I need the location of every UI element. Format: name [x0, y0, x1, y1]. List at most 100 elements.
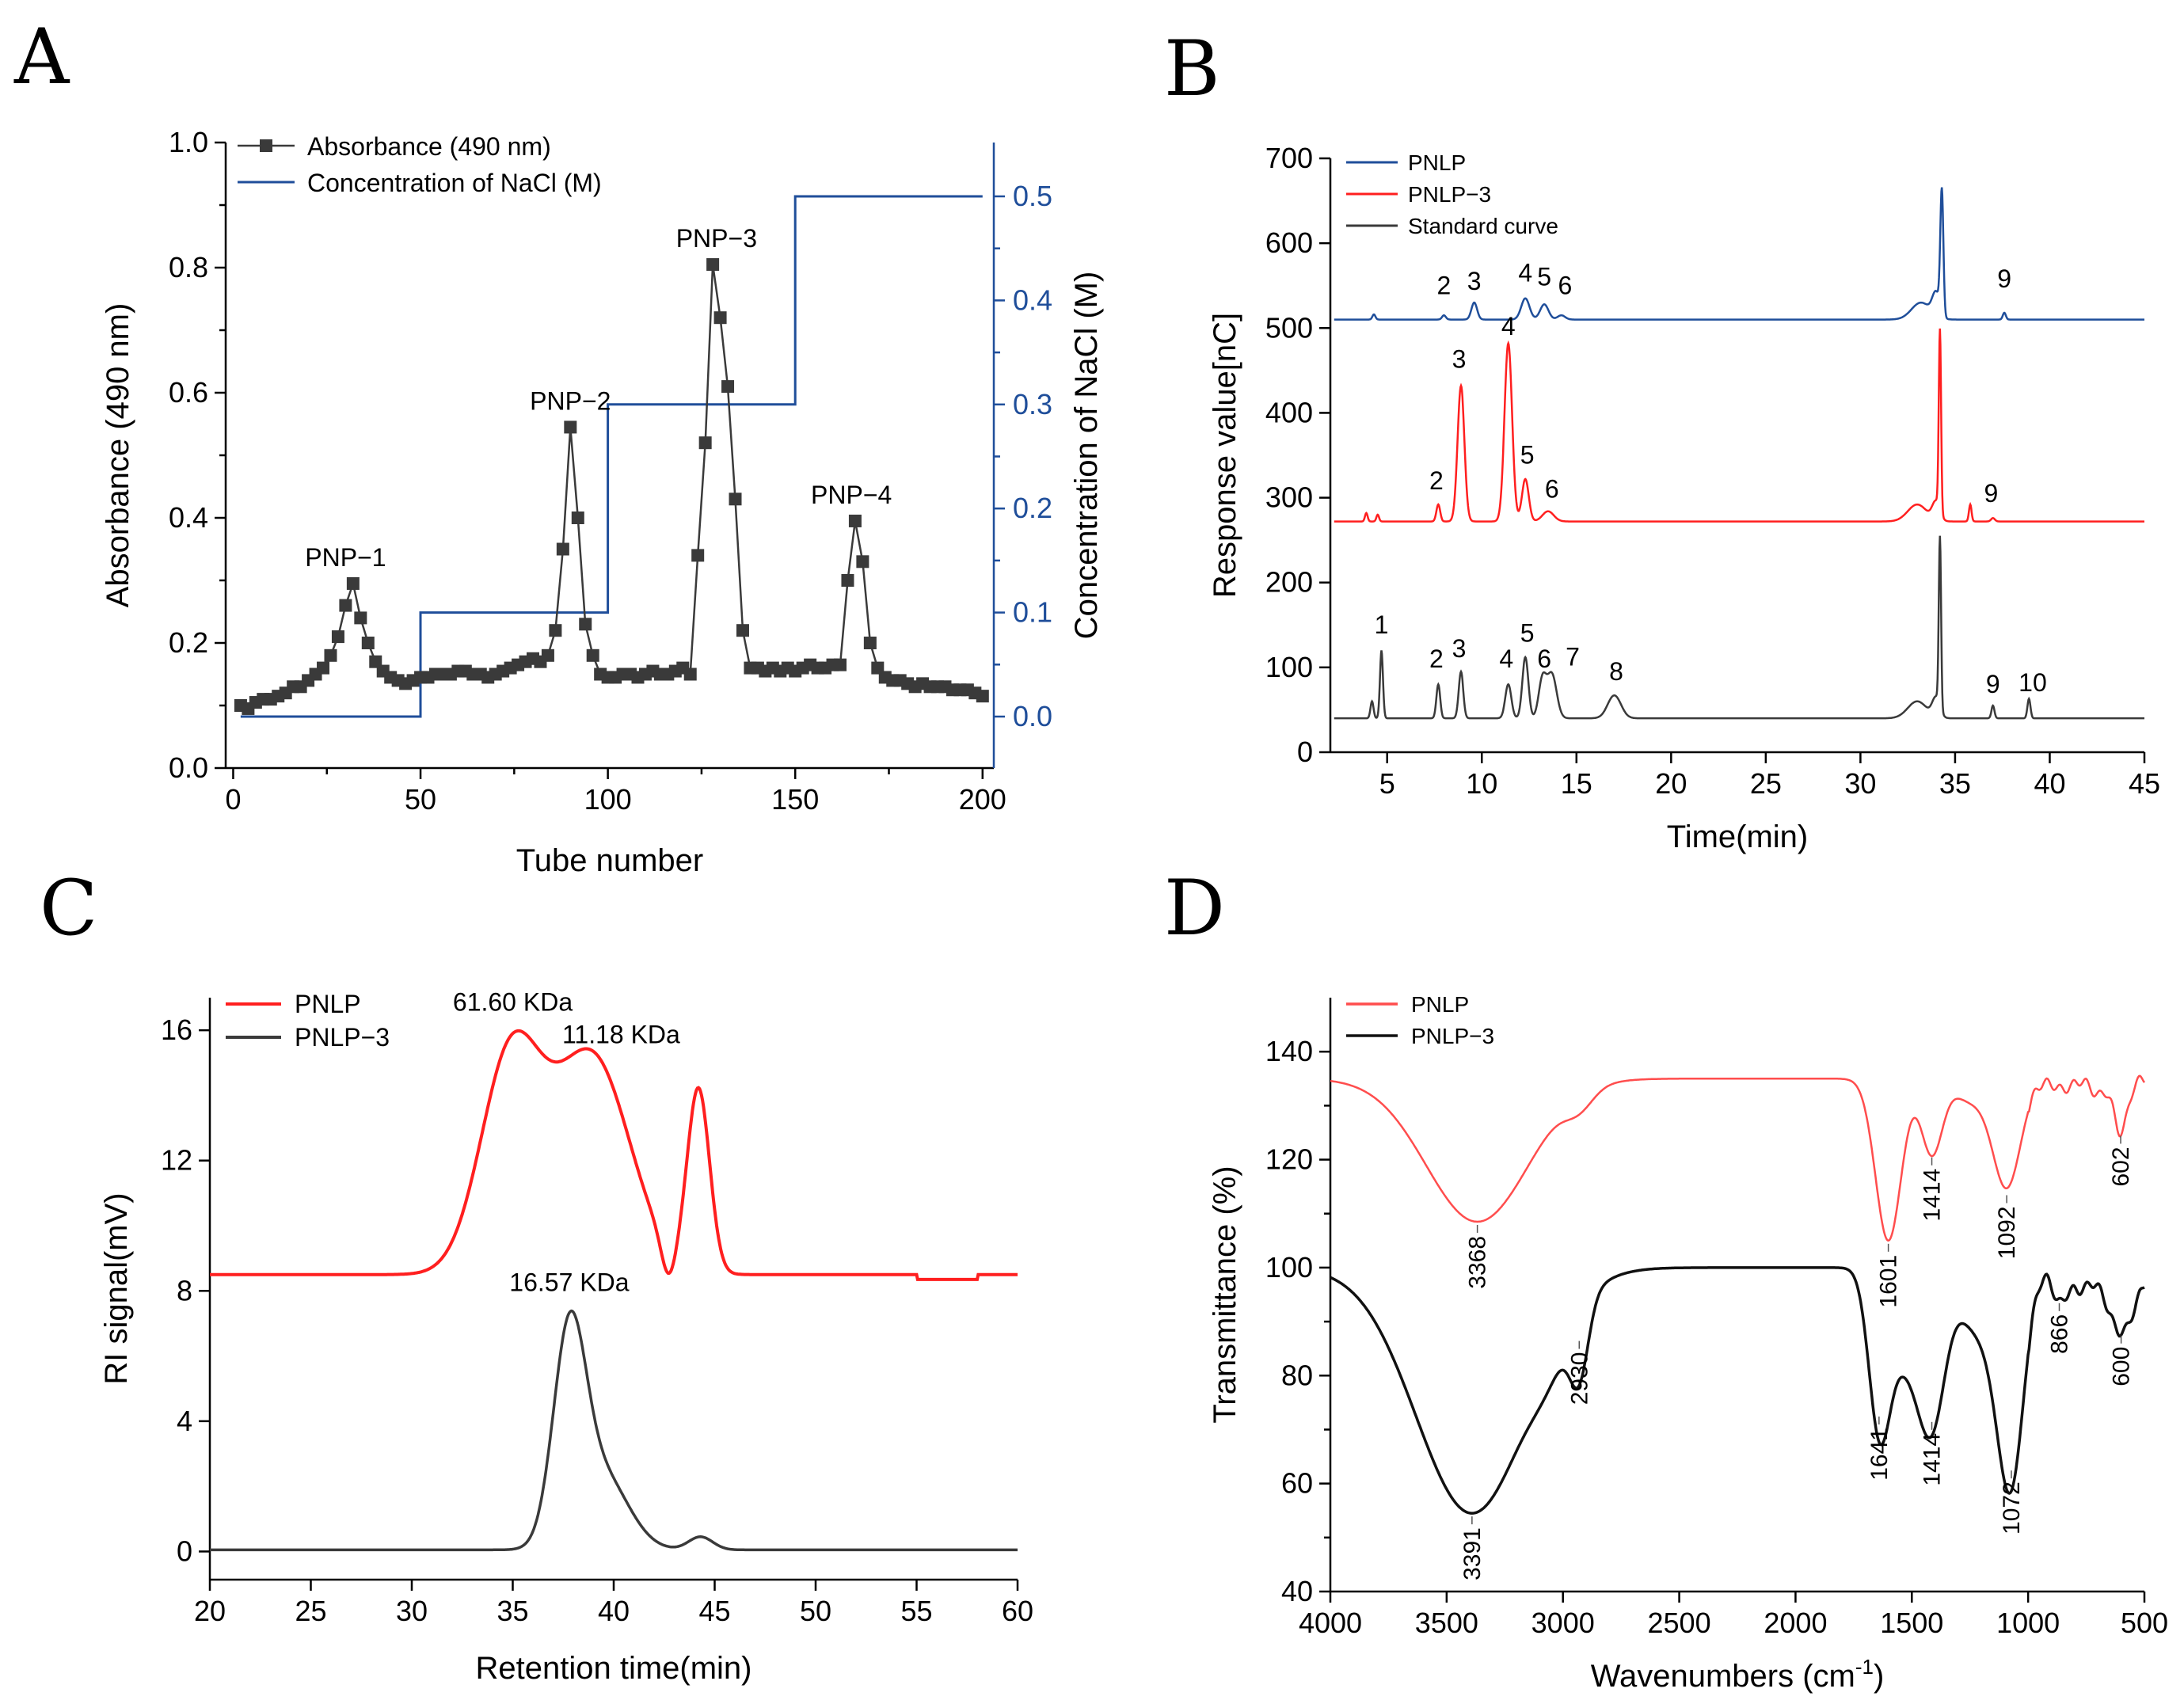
x-tick-label: 25 [295, 1595, 326, 1627]
x-tick-label: 30 [396, 1595, 428, 1627]
data-point [729, 493, 742, 506]
x-tick-label: 40 [2034, 767, 2065, 800]
x-tick-label: 20 [194, 1595, 226, 1627]
data-point [706, 258, 720, 272]
y-tick-label: 12 [161, 1144, 192, 1177]
x-tick-label: 25 [1750, 767, 1782, 800]
y-axis-title: Absorbance (490 nm) [101, 303, 135, 608]
data-point [346, 576, 360, 590]
peak-wavenumber-label: 602 [2108, 1147, 2134, 1186]
y-tick-label: 60 [1281, 1467, 1313, 1500]
legend-label: PNLP [295, 990, 361, 1018]
peak-number-label: 4 [1518, 258, 1532, 287]
y-tick-label: 0.0 [169, 751, 208, 784]
legend-label: PNLP [1411, 992, 1469, 1017]
y2-tick-label: 0.5 [1013, 180, 1052, 212]
x-tick-label: 500 [2121, 1607, 2168, 1639]
x-tick-label: 35 [1939, 767, 1971, 800]
legend-label: Standard curve [1408, 214, 1558, 238]
y2-tick-label: 0.1 [1013, 596, 1052, 629]
mw-annotation: 61.60 KDa [453, 987, 573, 1016]
peak-number-label: 3 [1452, 345, 1467, 374]
series-line-0 [1330, 1074, 2146, 1242]
data-point [976, 690, 989, 703]
peak-number-label: 6 [1545, 475, 1559, 504]
peak-number-label: 2 [1437, 271, 1452, 299]
y-tick-label: 200 [1265, 566, 1313, 599]
legend-label: PNLP−3 [295, 1023, 390, 1052]
data-point [683, 667, 697, 681]
peak-number-label: 3 [1452, 634, 1467, 663]
legend-label-absorbance: Absorbance (490 nm) [307, 132, 551, 161]
x-tick-label: 60 [1002, 1595, 1033, 1627]
y-tick-label: 700 [1265, 142, 1313, 174]
panel-letter-d: D [1164, 864, 1225, 953]
legend-label: PNLP [1408, 150, 1466, 175]
x-tick-label: 2000 [1764, 1607, 1827, 1639]
legend-label: PNLP−3 [1408, 182, 1491, 207]
y-tick-label: 0.2 [169, 626, 208, 659]
peak-number-label: 8 [1609, 657, 1623, 686]
y-tick-label: 100 [1265, 1251, 1313, 1284]
x-axis-title: Tube number [516, 843, 703, 878]
legend-label: PNLP−3 [1411, 1024, 1494, 1048]
peak-number-label: 6 [1558, 271, 1573, 299]
legend-label-nacl: Concentration of NaCl (M) [307, 169, 602, 197]
x-axis-title: Retention time(min) [475, 1651, 751, 1686]
series-line-nacl [240, 195, 983, 718]
peak-number-label: 9 [1984, 479, 1998, 508]
x-axis-title: Wavenumbers (cm-1) [1591, 1655, 1885, 1694]
peak-wavenumber-label: 2930 [1566, 1352, 1592, 1405]
x-axis-title-main: Wavenumbers (cm [1591, 1659, 1855, 1694]
peak-wavenumber-label: 866 [2047, 1314, 2073, 1354]
x-tick-label: 0 [225, 783, 241, 816]
y2-tick-label: 0.3 [1013, 388, 1052, 420]
peak-number-label: 7 [1566, 643, 1580, 671]
data-point [841, 574, 854, 587]
x-tick-label: 50 [800, 1595, 831, 1627]
y-tick-label: 400 [1265, 396, 1313, 428]
peak-wavenumber-label: 1641 [1866, 1428, 1893, 1481]
peak-number-label: 5 [1520, 441, 1535, 470]
y-tick-label: 600 [1265, 226, 1313, 259]
peak-wavenumber-label: 1092 [1994, 1206, 2020, 1259]
data-point [549, 624, 562, 637]
data-point [361, 637, 375, 649]
peak-wavenumber-label: 3391 [1459, 1527, 1486, 1580]
chart-d: 4000 3500 3000 2500 2000 1500 1000 500 40 60 80 100… [1208, 992, 2168, 1694]
peak-label: PNP−2 [530, 386, 611, 415]
y-tick-label: 300 [1265, 481, 1313, 514]
peak-wavenumber-label: 1601 [1876, 1255, 1902, 1308]
data-point [848, 514, 862, 527]
chart-c: 20 25 30 35 40 45 50 55 60 0 4 8 12 16 Retention time(… [99, 987, 1033, 1686]
series-line-1 [210, 1309, 1018, 1552]
data-point [556, 542, 569, 556]
x-tick-label: 35 [497, 1595, 528, 1627]
y-tick-label: 0.4 [169, 501, 208, 534]
peak-wavenumber-label: 1414 [1920, 1169, 1946, 1222]
y-tick-label: 0.8 [169, 251, 208, 283]
x-tick-label: 100 [584, 783, 632, 816]
y2-tick-label: 0.0 [1013, 700, 1052, 732]
data-point [691, 549, 705, 562]
y-tick-label: 0.6 [169, 376, 208, 409]
peak-number-label: 9 [1986, 670, 2000, 698]
data-point [571, 512, 584, 524]
y-tick-label: 8 [177, 1274, 192, 1306]
series-line-0 [210, 1029, 1018, 1281]
y-tick-label: 0 [177, 1535, 192, 1567]
x-tick-label: 2500 [1648, 1607, 1711, 1639]
peak-wavenumber-label: 1072 [1999, 1481, 2025, 1535]
y-axis-title: Transmittance (%) [1208, 1166, 1242, 1423]
x-tick-label: 5 [1379, 767, 1395, 800]
y2-axis-title: Concentration of NaCl (M) [1069, 272, 1104, 640]
y2-tick-label: 0.2 [1013, 492, 1052, 524]
mw-annotation: 16.57 KDa [509, 1268, 629, 1296]
y-tick-label: 4 [177, 1405, 192, 1437]
data-point [339, 599, 352, 612]
peak-label: PNP−4 [811, 481, 892, 509]
x-tick-label: 15 [1561, 767, 1592, 800]
chart-b: 5 10 15 20 25 30 35 40 450100200300400500600700T… [1208, 142, 2160, 854]
peak-number-label: 3 [1467, 267, 1482, 295]
